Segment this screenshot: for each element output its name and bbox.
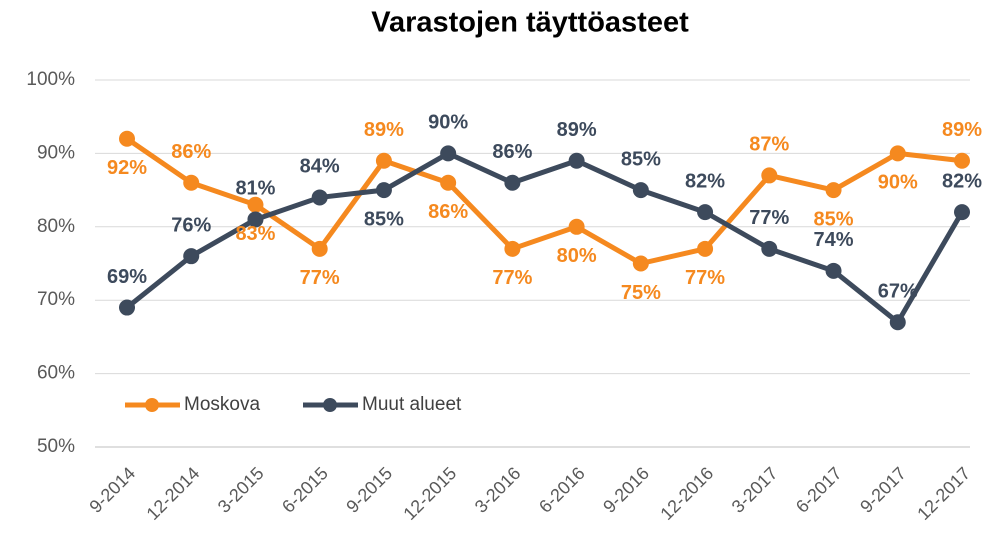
data-label: 81% bbox=[235, 178, 275, 200]
y-tick-label: 100% bbox=[26, 69, 75, 90]
marker bbox=[311, 189, 328, 206]
data-label: 67% bbox=[878, 281, 918, 303]
legend-marker bbox=[323, 398, 337, 412]
data-label: 92% bbox=[107, 157, 147, 179]
marker bbox=[568, 152, 585, 169]
marker bbox=[825, 182, 842, 199]
data-label: 76% bbox=[171, 214, 211, 236]
legend-label: Moskova bbox=[184, 394, 260, 415]
marker bbox=[954, 204, 970, 221]
y-tick-label: 70% bbox=[37, 289, 75, 310]
data-label: 82% bbox=[685, 170, 725, 192]
data-label: 77% bbox=[749, 207, 789, 229]
chart-title: Varastojen täyttöasteet bbox=[371, 7, 689, 39]
marker bbox=[889, 314, 906, 331]
series-line bbox=[125, 150, 965, 325]
marker bbox=[119, 130, 135, 147]
marker bbox=[504, 240, 521, 257]
x-tick-label: 12-2015 bbox=[399, 463, 460, 524]
x-tick-label: 9-2014 bbox=[85, 463, 139, 517]
marker bbox=[954, 152, 970, 169]
legend-marker bbox=[145, 398, 159, 412]
data-label: 90% bbox=[428, 112, 468, 134]
data-label: 77% bbox=[492, 267, 532, 289]
x-tick-label: 9-2016 bbox=[599, 463, 653, 517]
marker bbox=[247, 211, 264, 228]
data-label: 86% bbox=[171, 141, 211, 163]
data-label: 82% bbox=[942, 170, 982, 192]
data-label: 77% bbox=[300, 267, 340, 289]
marker bbox=[568, 218, 585, 235]
y-tick-label: 90% bbox=[37, 142, 75, 163]
data-label: 83% bbox=[235, 223, 275, 245]
marker bbox=[247, 196, 264, 213]
x-tick-label: 6-2015 bbox=[278, 463, 332, 517]
marker bbox=[504, 174, 521, 191]
x-tick-label: 9-2017 bbox=[856, 463, 910, 517]
y-tick-label: 60% bbox=[37, 363, 75, 384]
data-label: 74% bbox=[814, 229, 854, 251]
x-tick-label: 3-2016 bbox=[471, 463, 525, 517]
marker bbox=[697, 204, 714, 221]
x-tick-label: 12-2017 bbox=[913, 463, 974, 524]
x-tick-label: 3-2015 bbox=[214, 463, 268, 517]
data-label: 89% bbox=[557, 119, 597, 141]
data-label: 90% bbox=[878, 172, 918, 194]
marker bbox=[761, 240, 778, 257]
marker bbox=[632, 182, 649, 199]
data-label: 85% bbox=[364, 208, 404, 230]
data-label: 87% bbox=[749, 134, 789, 156]
data-label: 89% bbox=[942, 119, 982, 141]
data-label: 86% bbox=[428, 201, 468, 223]
data-label: 80% bbox=[557, 245, 597, 267]
data-label: 85% bbox=[814, 208, 854, 230]
marker bbox=[375, 152, 392, 169]
data-label: 69% bbox=[107, 266, 147, 288]
y-tick-label: 80% bbox=[37, 216, 75, 237]
data-label: 86% bbox=[492, 141, 532, 163]
data-label: 84% bbox=[300, 156, 340, 178]
marker bbox=[183, 174, 200, 191]
data-label: 75% bbox=[621, 282, 661, 304]
legend-label: Muut alueet bbox=[362, 394, 462, 415]
x-tick-label: 12-2016 bbox=[656, 463, 717, 524]
marker bbox=[119, 299, 135, 316]
marker bbox=[375, 182, 392, 199]
x-tick-label: 12-2014 bbox=[143, 463, 204, 524]
marker bbox=[697, 240, 714, 257]
marker bbox=[825, 262, 842, 279]
marker bbox=[440, 145, 457, 162]
x-tick-label: 9-2015 bbox=[342, 463, 396, 517]
marker bbox=[632, 255, 649, 272]
data-label: 77% bbox=[685, 267, 725, 289]
x-tick-label: 6-2017 bbox=[792, 463, 846, 517]
marker bbox=[440, 174, 457, 191]
data-label: 85% bbox=[621, 148, 661, 170]
marker bbox=[761, 167, 778, 184]
data-label: 89% bbox=[364, 119, 404, 141]
y-tick-label: 50% bbox=[37, 436, 75, 457]
marker bbox=[311, 240, 328, 257]
x-tick-label: 6-2016 bbox=[535, 463, 589, 517]
marker bbox=[889, 145, 906, 162]
marker bbox=[183, 248, 200, 265]
series-line bbox=[125, 136, 963, 266]
x-tick-label: 3-2017 bbox=[728, 463, 782, 517]
